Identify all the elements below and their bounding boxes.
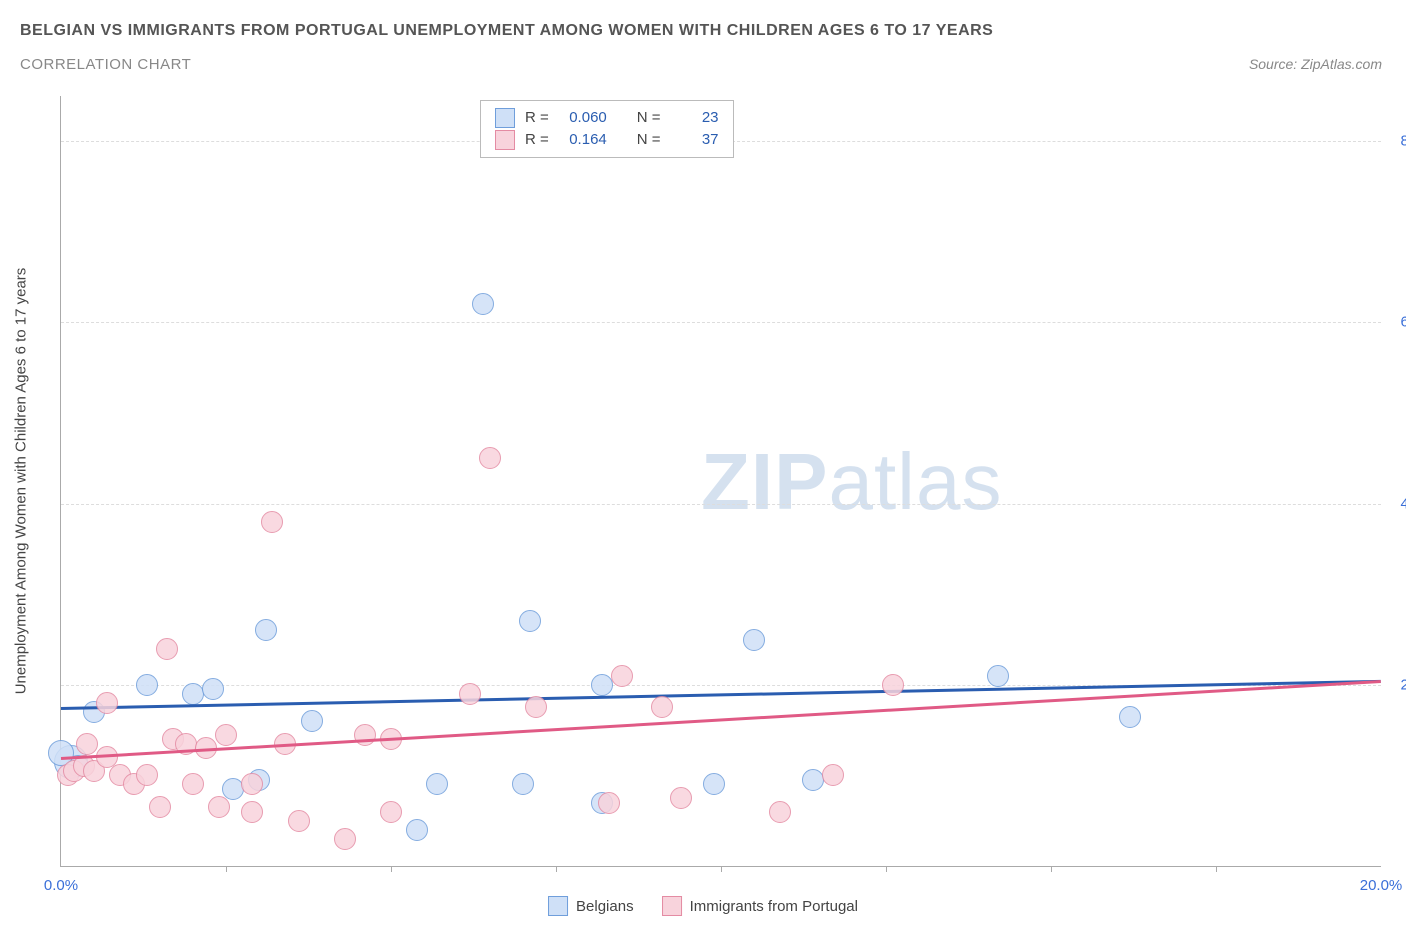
legend-label-portugal: Immigrants from Portugal (690, 898, 858, 915)
legend-R-label: R = (525, 129, 549, 151)
y-tick-label: 40.0% (1388, 495, 1406, 512)
legend-R-value: 0.164 (559, 129, 607, 151)
portugal-point (882, 674, 904, 696)
portugal-point (215, 724, 237, 746)
portugal-point (525, 696, 547, 718)
belgian-point (519, 610, 541, 632)
belgian-point (406, 819, 428, 841)
legend-stats-row-portugal: R = 0.164 N = 37 (495, 129, 719, 151)
x-tick (721, 866, 722, 872)
portugal-point (651, 696, 673, 718)
portugal-point (479, 447, 501, 469)
y-tick-label: 80.0% (1388, 133, 1406, 150)
portugal-point (354, 724, 376, 746)
legend-N-value: 23 (671, 107, 719, 129)
watermark: ZIPatlas (701, 436, 1002, 528)
y-tick-label: 60.0% (1388, 314, 1406, 331)
portugal-point (96, 692, 118, 714)
belgian-point (136, 674, 158, 696)
x-tick (556, 866, 557, 872)
legend-swatch-belgian (548, 896, 568, 916)
belgian-point (987, 665, 1009, 687)
plot-area: Unemployment Among Women with Children A… (60, 96, 1381, 867)
legend-stats-swatch (495, 130, 515, 150)
belgian-point (255, 619, 277, 641)
portugal-point (182, 773, 204, 795)
grid-line (61, 504, 1381, 505)
x-tick (886, 866, 887, 872)
portugal-point (670, 787, 692, 809)
legend-stats-swatch (495, 108, 515, 128)
belgian-point (591, 674, 613, 696)
belgian-point (182, 683, 204, 705)
portugal-point (769, 801, 791, 823)
belgian-point (426, 773, 448, 795)
legend-series: Belgians Immigrants from Portugal (548, 896, 858, 916)
legend-label-belgian: Belgians (576, 898, 634, 915)
belgian-point (743, 629, 765, 651)
belgian-point (202, 678, 224, 700)
legend-stats-row-belgian: R = 0.060 N = 23 (495, 107, 719, 129)
belgian-point (301, 710, 323, 732)
legend-stats: R = 0.060 N = 23 R = 0.164 N = 37 (480, 100, 734, 158)
belgian-point (802, 769, 824, 791)
portugal-point (76, 733, 98, 755)
portugal-point (149, 796, 171, 818)
legend-swatch-portugal (662, 896, 682, 916)
portugal-point (459, 683, 481, 705)
belgian-point (512, 773, 534, 795)
portugal-point (611, 665, 633, 687)
y-axis-label: Unemployment Among Women with Children A… (13, 268, 30, 695)
belgian-point (703, 773, 725, 795)
x-tick-label: 20.0% (1360, 877, 1403, 894)
portugal-point (380, 801, 402, 823)
x-tick (391, 866, 392, 872)
portugal-point (288, 810, 310, 832)
portugal-point (334, 828, 356, 850)
legend-N-label: N = (637, 129, 661, 151)
belgian-point (1119, 706, 1141, 728)
x-tick (226, 866, 227, 872)
y-tick-label: 20.0% (1388, 676, 1406, 693)
portugal-point (136, 764, 158, 786)
belgian-point (472, 293, 494, 315)
portugal-point (156, 638, 178, 660)
portugal-point (241, 773, 263, 795)
legend-N-label: N = (637, 107, 661, 129)
chart-subtitle: CORRELATION CHART (20, 56, 191, 73)
portugal-point (241, 801, 263, 823)
legend-N-value: 37 (671, 129, 719, 151)
x-tick (1051, 866, 1052, 872)
source-label: Source: ZipAtlas.com (1249, 56, 1382, 72)
x-tick-label: 0.0% (44, 877, 78, 894)
legend-R-value: 0.060 (559, 107, 607, 129)
legend-item-portugal: Immigrants from Portugal (662, 896, 858, 916)
portugal-point (208, 796, 230, 818)
legend-item-belgian: Belgians (548, 896, 634, 916)
chart-container: BELGIAN VS IMMIGRANTS FROM PORTUGAL UNEM… (0, 0, 1406, 930)
watermark-light: atlas (828, 437, 1002, 526)
chart-title: BELGIAN VS IMMIGRANTS FROM PORTUGAL UNEM… (20, 22, 993, 40)
portugal-point (822, 764, 844, 786)
legend-R-label: R = (525, 107, 549, 129)
watermark-bold: ZIP (701, 437, 828, 526)
x-tick (1216, 866, 1217, 872)
portugal-trend-line (61, 680, 1381, 759)
portugal-point (598, 792, 620, 814)
portugal-point (261, 511, 283, 533)
grid-line (61, 322, 1381, 323)
